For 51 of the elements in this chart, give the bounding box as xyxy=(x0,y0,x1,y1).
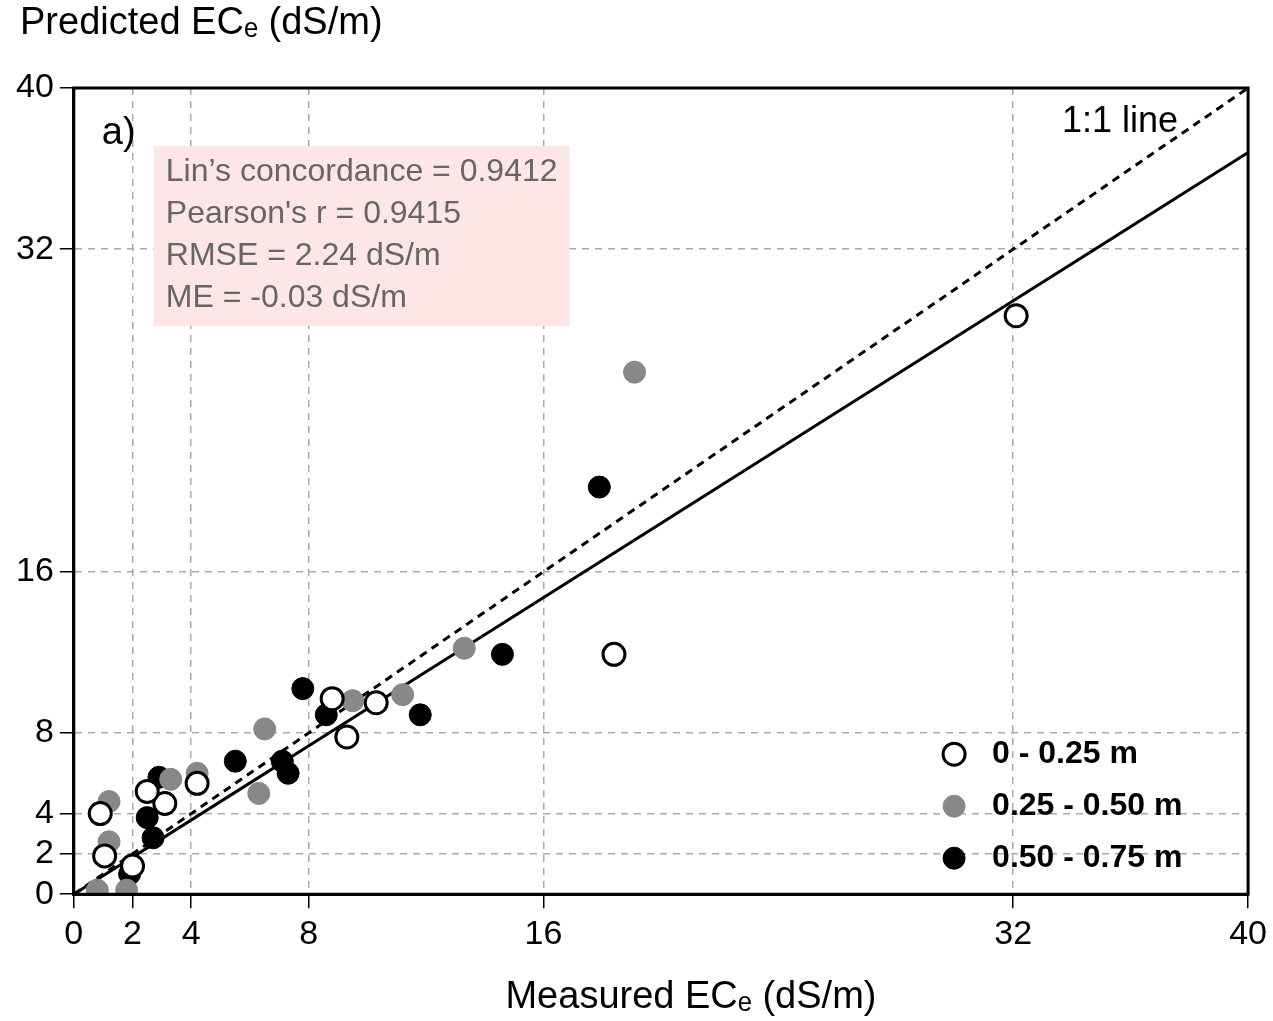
point xyxy=(408,703,432,727)
point xyxy=(120,853,146,879)
point xyxy=(601,641,627,667)
point xyxy=(334,724,360,750)
x-tick-label: 0 xyxy=(64,912,84,951)
x-tick-label: 8 xyxy=(299,912,319,951)
annotation: ME = -0.03 dS/m xyxy=(165,277,407,314)
y-axis-title: Predicted ECₑ (dS/m) xyxy=(20,0,383,43)
point xyxy=(87,801,113,827)
point xyxy=(291,677,315,701)
y-tick-label: 2 xyxy=(34,832,54,871)
x-tick-label: 32 xyxy=(994,912,1033,951)
point xyxy=(135,806,159,830)
annotation: a) xyxy=(101,110,136,153)
point xyxy=(159,767,183,791)
point xyxy=(253,717,277,741)
point xyxy=(247,781,271,805)
point xyxy=(319,686,345,712)
x-tick-label: 4 xyxy=(181,912,201,951)
x-tick-label: 16 xyxy=(524,912,563,951)
annotation: RMSE = 2.24 dS/m xyxy=(165,235,441,272)
point xyxy=(223,749,247,773)
x-tick-label: 40 xyxy=(1229,912,1267,951)
point xyxy=(623,360,647,384)
point xyxy=(141,826,165,850)
annotation: Pearson's r = 0.9415 xyxy=(165,193,462,230)
legend-label: 0.50 - 0.75 m xyxy=(992,838,1183,875)
x-tick-label: 2 xyxy=(123,912,142,951)
y-tick-label: 40 xyxy=(15,66,54,105)
y-tick-label: 8 xyxy=(34,711,54,750)
point xyxy=(490,642,514,666)
point xyxy=(341,689,365,713)
annotation: Lin’s concordance = 0.9412 xyxy=(165,151,558,188)
y-tick-label: 4 xyxy=(34,791,54,830)
legend-label: 0 - 0.25 m xyxy=(992,734,1138,771)
point xyxy=(134,778,160,804)
point xyxy=(363,690,389,716)
x-axis-title: Measured ECₑ (dS/m) xyxy=(505,974,877,1017)
point xyxy=(276,761,300,785)
point xyxy=(587,475,611,499)
point xyxy=(184,770,210,796)
point xyxy=(452,636,476,660)
y-tick-label: 16 xyxy=(15,550,54,589)
y-tick-label: 32 xyxy=(15,227,54,266)
point xyxy=(391,683,415,707)
annotation: 1:1 line xyxy=(1062,98,1179,140)
point xyxy=(92,843,118,869)
point xyxy=(152,791,178,816)
point xyxy=(1003,303,1029,329)
legend-label: 0.25 - 0.50 m xyxy=(992,786,1183,823)
y-tick-label: 0 xyxy=(34,872,54,911)
